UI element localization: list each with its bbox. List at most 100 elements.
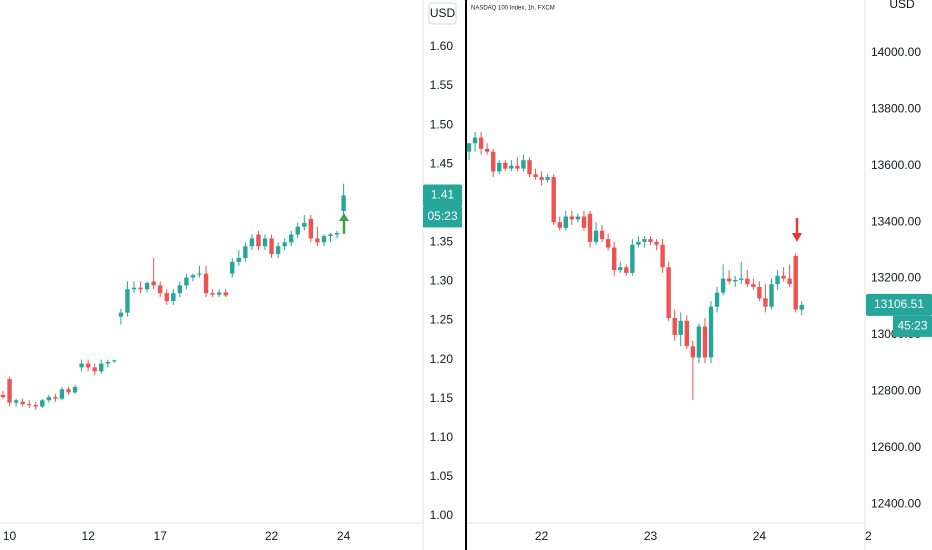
x-tick-label: 23 [644, 529, 658, 543]
candle-body [131, 287, 137, 290]
candle-body [144, 282, 150, 290]
candle-body [466, 143, 472, 152]
y-tick-label: 13600.00 [871, 158, 921, 172]
candle-body [599, 230, 605, 240]
y-tick-label: 1.15 [430, 391, 454, 405]
candle-body [484, 148, 490, 152]
candle-body [666, 267, 671, 319]
candle-body [138, 287, 143, 290]
candle-body [509, 165, 514, 169]
candle-body [223, 292, 228, 296]
candle-body [503, 162, 508, 169]
candle-body [775, 275, 780, 285]
y-tick-label: 14000.00 [871, 45, 921, 59]
candle-body [799, 304, 804, 310]
candle-body [521, 160, 526, 169]
candle-body [282, 242, 287, 247]
candle-body [243, 246, 248, 258]
candle-body [745, 278, 750, 285]
candle-body [751, 284, 756, 288]
candle-body [618, 267, 623, 271]
candle-body [624, 267, 629, 273]
candle-body [53, 397, 58, 399]
candle-body [46, 397, 52, 401]
candle-body [334, 232, 340, 235]
candle-body [203, 273, 209, 294]
candle-body [539, 177, 544, 180]
candle-body [763, 298, 768, 307]
y-tick-label: 1.60 [430, 39, 454, 53]
candle-body [593, 230, 599, 242]
x-tick-label: 22 [265, 529, 279, 543]
candle-body [545, 177, 550, 180]
countdown: 05:23 [427, 209, 457, 223]
candle-body [575, 216, 581, 220]
candle-body [269, 238, 274, 255]
chart-title: NASDAQ 100 Index, 1h, FXCM [471, 6, 555, 12]
x-tick-label: 10 [3, 529, 17, 543]
candle-body [79, 363, 84, 368]
candle-body [59, 389, 65, 399]
candle-body [696, 326, 702, 358]
candle-body [99, 363, 104, 372]
candle-body [112, 360, 117, 362]
candle-body [249, 238, 255, 247]
countdown-box [893, 315, 932, 337]
candle-body [793, 256, 798, 310]
candle-body [105, 361, 110, 364]
candle-body [605, 239, 611, 248]
candle-body [164, 293, 169, 301]
candle-body [587, 213, 593, 242]
candle-body [563, 216, 568, 228]
candle-body [569, 216, 575, 220]
candle-body [85, 363, 91, 368]
candle-body [491, 151, 496, 172]
y-tick-label: 1.20 [430, 352, 454, 366]
countdown: 45:23 [897, 319, 927, 333]
price-label: 1.41 [431, 188, 455, 202]
price-label-box [866, 293, 932, 316]
candle-body [533, 174, 538, 178]
candle-body [151, 281, 156, 286]
price-label: 13106.51 [874, 297, 924, 311]
x-tick-label: 2 [865, 529, 872, 543]
candle-body [660, 244, 665, 268]
candle-body [321, 236, 327, 243]
y-tick-label: 1.05 [430, 469, 454, 483]
candle-body [739, 278, 744, 280]
candle-body [642, 239, 647, 242]
candle-body [726, 278, 732, 282]
candle-body [690, 346, 696, 358]
candle-body [125, 289, 130, 313]
candle-body [171, 293, 176, 301]
candle-body [678, 320, 683, 335]
candle-body [612, 247, 617, 271]
candle-body [7, 379, 12, 403]
candle-body [72, 386, 78, 393]
x-tick-label: 17 [154, 529, 168, 543]
candle-body [720, 278, 726, 293]
countdown-box [423, 206, 462, 228]
candle-body [302, 222, 307, 227]
y-tick-label: 12800.00 [871, 384, 921, 398]
down-arrow [792, 218, 802, 242]
candle-body [0, 394, 6, 398]
candle-body [315, 238, 320, 243]
candle-body [551, 177, 556, 223]
candle-body [184, 277, 189, 286]
candle-body [708, 306, 714, 358]
candle-body [13, 400, 19, 403]
candle-body [684, 320, 689, 347]
y-tick-label: 13200.00 [871, 271, 921, 285]
y-tick-label: 13400.00 [871, 214, 921, 228]
candle-body [757, 287, 762, 299]
candle-body [733, 279, 738, 282]
y-tick-label: 1.30 [430, 274, 454, 288]
candle-body [275, 246, 281, 255]
candle-body [177, 285, 183, 294]
candle-body [648, 239, 653, 242]
x-tick-label: 24 [337, 529, 351, 543]
candle-body [702, 326, 708, 358]
candle-body [557, 222, 562, 228]
